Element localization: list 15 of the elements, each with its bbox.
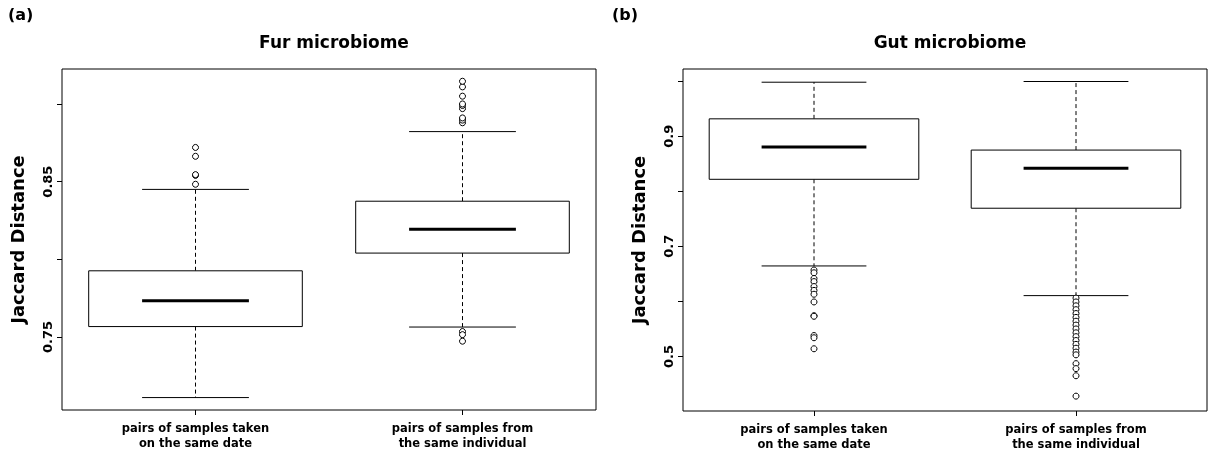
x-tick-label: pairs of samples taken on the same date — [740, 421, 888, 451]
text: (a) — [8, 4, 34, 24]
chart-title: Gut microbiome — [873, 31, 1027, 52]
y-axis-title: Jaccard Distance — [6, 155, 28, 326]
y-tick-label: 0.85 — [40, 165, 55, 198]
y-axis-title: Jaccard Distance — [627, 155, 649, 327]
y-tick-label: 0.9 — [661, 124, 676, 148]
text: (b) — [612, 4, 639, 24]
chart-title: Fur microbiome — [259, 31, 409, 52]
x-tick-label: pairs of samples from the same individual — [391, 420, 534, 450]
y-tick-label: 0.5 — [661, 344, 676, 368]
x-tick-label: pairs of samples from the same individual — [1005, 421, 1147, 451]
y-tick-label: 0.75 — [40, 320, 55, 354]
y-tick-label: 0.7 — [661, 234, 676, 258]
x-tick-label: pairs of samples taken on the same date — [121, 420, 270, 450]
